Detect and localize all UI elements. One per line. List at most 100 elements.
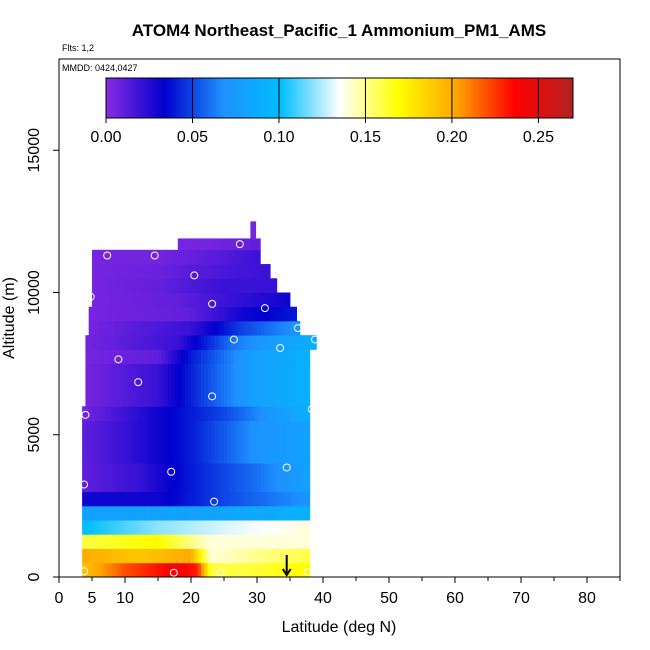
heatmap-cell (270, 505, 274, 521)
heatmap-cell (204, 406, 208, 421)
heatmap-cell (125, 520, 129, 535)
heatmap-cell (233, 491, 238, 507)
heatmap-cell (141, 335, 146, 350)
heatmap-cell (263, 335, 268, 350)
heatmap-cell (210, 548, 215, 564)
heatmap-cell (118, 463, 123, 493)
heatmap-cell (101, 320, 106, 336)
heatmap-cell (266, 264, 271, 279)
heatmap-cell (148, 406, 152, 421)
heatmap-cell (283, 562, 288, 577)
heatmap-cell (111, 264, 116, 279)
heatmap-cell (191, 249, 195, 265)
heatmap-cell (95, 406, 99, 421)
heatmap-cell (167, 264, 172, 279)
heatmap-cell (148, 349, 152, 365)
heatmap-cell (266, 278, 271, 293)
heatmap-cell (214, 335, 218, 350)
heatmap-cell (220, 349, 225, 365)
heatmap-cell (197, 238, 202, 251)
heatmap-cell (177, 363, 182, 407)
heatmap-cell (167, 349, 172, 365)
heatmap-cell (141, 406, 146, 421)
heatmap-cell (184, 505, 189, 521)
heatmap-cell (240, 249, 245, 265)
heatmap-cell (197, 363, 202, 407)
flight-point (169, 568, 178, 577)
flight-point (114, 355, 123, 364)
heatmap-cell (200, 249, 205, 265)
heatmap-cell (164, 264, 169, 279)
heatmap-cell (260, 420, 264, 464)
heatmap-cell (286, 463, 291, 493)
heatmap-cell (101, 306, 106, 322)
heatmap-cell (247, 249, 251, 265)
heatmap-cell (299, 349, 304, 365)
heatmap-cell (131, 292, 136, 308)
flight-point (260, 304, 269, 313)
heatmap-cell (92, 320, 96, 336)
heatmap-cell (128, 363, 132, 407)
heatmap-cell (200, 320, 205, 336)
heatmap-cell (134, 420, 139, 464)
heatmap-cell (273, 520, 278, 535)
heatmap-cell (273, 292, 278, 308)
heatmap-cell (207, 534, 212, 549)
heatmap-cell (154, 335, 159, 350)
heatmap-cell (118, 491, 123, 507)
heatmap-cell (144, 264, 149, 279)
heatmap-cell (131, 534, 136, 549)
heatmap-cell (151, 520, 156, 535)
heatmap-cell (224, 238, 228, 251)
heatmap-cell (286, 520, 291, 535)
heatmap-cell (233, 406, 238, 421)
heatmap-cell (118, 320, 123, 336)
heatmap-cell (85, 349, 90, 365)
heatmap-cell (128, 406, 132, 421)
heatmap-cell (290, 406, 294, 421)
heatmap-cell (177, 335, 182, 350)
heatmap-cell (187, 335, 192, 350)
heatmap-cell (187, 406, 192, 421)
heatmap-cell (210, 463, 215, 493)
heatmap-cell (230, 562, 235, 577)
heatmap-cell (121, 548, 126, 564)
heatmap-cell (276, 406, 281, 421)
heatmap-cell (194, 278, 198, 293)
heatmap-cell (128, 491, 132, 507)
heatmap-cell (306, 363, 311, 407)
heatmap-cell (177, 562, 182, 577)
heatmap-cell (280, 363, 284, 407)
heatmap-cell (273, 406, 278, 421)
heatmap-cell (273, 320, 278, 336)
heatmap-cell (191, 292, 195, 308)
heatmap-cell (158, 363, 162, 407)
heatmap-cell (207, 249, 212, 265)
heatmap-cell (266, 320, 271, 336)
heatmap-cell (101, 406, 106, 421)
flight-point (103, 251, 112, 260)
heatmap-cell (101, 264, 106, 279)
heatmap-cell (204, 238, 208, 251)
heatmap-cell (98, 491, 103, 507)
heatmap-cell (164, 491, 169, 507)
chart-title: ATOM4 Northeast_Pacific_1 Ammonium_PM1_A… (132, 21, 546, 40)
heatmap-cell (111, 320, 116, 336)
heatmap-cell (240, 505, 245, 521)
heatmap-cell (118, 406, 123, 421)
heatmap-cell (266, 420, 271, 464)
heatmap-cell (158, 562, 162, 577)
heatmap-cell (296, 505, 301, 521)
heatmap-cell (101, 349, 106, 365)
heatmap-cell (260, 463, 264, 493)
heatmap-cell (125, 264, 129, 279)
heatmap-cell (296, 548, 301, 564)
heatmap-cell (101, 534, 106, 549)
heatmap-cell (204, 264, 208, 279)
heatmap-cell (250, 249, 255, 265)
heatmap-cell (85, 534, 90, 549)
heatmap-cell (230, 306, 235, 322)
heatmap-cell (98, 548, 103, 564)
arrow-head (281, 568, 292, 577)
heatmap-cell (191, 306, 195, 322)
